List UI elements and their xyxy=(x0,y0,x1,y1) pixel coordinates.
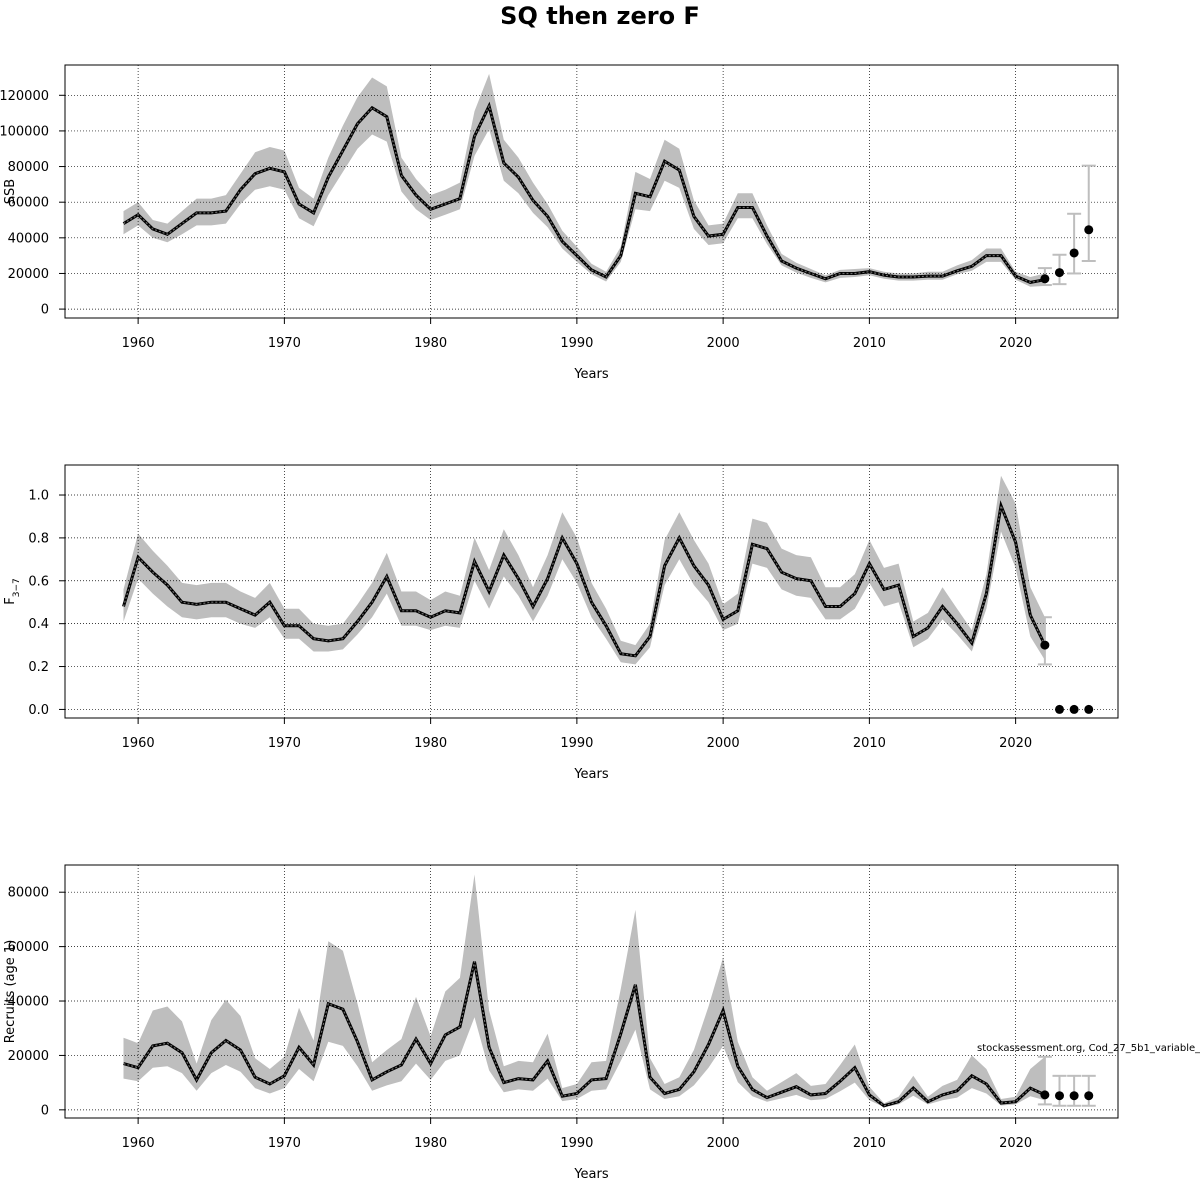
x-tick-label: 1980 xyxy=(414,736,447,751)
x-tick-label: 1970 xyxy=(268,336,301,351)
x-tick-label: 1990 xyxy=(560,336,593,351)
y-tick-label: 80000 xyxy=(8,160,49,175)
y-tick-label: 0.6 xyxy=(28,574,49,589)
chart-panel-ssb: 1960 1970 1980 1990 2000 2010 2020 0 20000 40000 6… xyxy=(0,64,1119,382)
y-tick-label: 40000 xyxy=(8,995,49,1010)
y-axis-title: F3−7 xyxy=(3,578,22,604)
y-tick-label: 60000 xyxy=(8,940,49,955)
y-tick-label: 20000 xyxy=(8,267,49,282)
x-axis-title: Years xyxy=(573,1167,609,1182)
x-tick-label: 1970 xyxy=(268,736,301,751)
projection-point xyxy=(1055,704,1064,714)
projection-point xyxy=(1084,704,1094,714)
x-axis-title: Years xyxy=(573,367,609,382)
x-tick-label: 2000 xyxy=(707,336,740,351)
x-tick-label: 1960 xyxy=(122,1136,155,1151)
y-axis-title: Recruits (age 1) xyxy=(3,940,18,1044)
y-axis-title: SSB xyxy=(3,179,18,204)
plot-frame xyxy=(64,864,1119,1119)
confidence-band xyxy=(123,73,1045,287)
y-tick-label: 0 xyxy=(41,303,49,318)
y-tick-label: 100000 xyxy=(0,124,49,139)
y-tick-label: 120000 xyxy=(0,89,49,104)
x-tick-label: 2000 xyxy=(707,736,740,751)
y-tick-label: 0 xyxy=(41,1103,49,1118)
y-tick-label: 20000 xyxy=(8,1049,49,1064)
x-tick-label: 1970 xyxy=(268,1136,301,1151)
confidence-band xyxy=(123,874,1045,1108)
x-tick-label: 1980 xyxy=(414,336,447,351)
x-tick-label: 2000 xyxy=(707,1136,740,1151)
x-tick-label: 1960 xyxy=(122,736,155,751)
estimate-line xyxy=(122,500,1047,658)
projection-point xyxy=(1084,225,1094,235)
x-tick-label: 2020 xyxy=(999,336,1032,351)
y-tick-label: 0.2 xyxy=(28,660,49,675)
chart-panel-recruits: 1960 1970 1980 1990 2000 2010 2020 0 20000 40000 6… xyxy=(3,864,1119,1182)
plot-frame xyxy=(64,464,1119,719)
x-tick-label: 2010 xyxy=(853,336,886,351)
x-tick-label: 1990 xyxy=(560,736,593,751)
projection-point xyxy=(1040,640,1050,650)
projection-point xyxy=(1055,1091,1064,1101)
y-tick-label: 60000 xyxy=(8,196,49,211)
projection-point xyxy=(1069,248,1079,258)
y-tick-label: 0.0 xyxy=(28,703,49,718)
projection-point xyxy=(1055,268,1064,278)
chart-panel-fbar: 1960 1970 1980 1990 2000 2010 2020 0.0 0.2 0.4 0.6… xyxy=(3,464,1119,782)
projection-point xyxy=(1040,1090,1050,1100)
confidence-band xyxy=(123,475,1045,665)
plot-frame xyxy=(64,64,1119,319)
x-tick-label: 2020 xyxy=(999,736,1032,751)
y-axis-title-subscript: 3−7 xyxy=(12,578,22,597)
x-tick-label: 2010 xyxy=(853,736,886,751)
y-tick-label: 0.8 xyxy=(28,531,49,546)
x-tick-label: 2020 xyxy=(999,1136,1032,1151)
x-tick-label: 1990 xyxy=(560,1136,593,1151)
projection-point xyxy=(1069,704,1079,714)
y-tick-label: 1.0 xyxy=(28,489,49,504)
projection-point xyxy=(1040,274,1050,284)
x-tick-label: 1960 xyxy=(122,336,155,351)
x-tick-label: 2010 xyxy=(853,1136,886,1151)
projection-point xyxy=(1069,1091,1079,1101)
y-tick-label: 0.4 xyxy=(28,617,49,632)
y-tick-label: 40000 xyxy=(8,231,49,246)
watermark-text: stockassessment.org, Cod_27_5b1_variable… xyxy=(977,1043,1200,1054)
y-tick-label: 80000 xyxy=(8,886,49,901)
figure-title: SQ then zero F xyxy=(500,2,700,30)
x-tick-label: 1980 xyxy=(414,1136,447,1151)
projection-point xyxy=(1084,1091,1094,1101)
estimate-line xyxy=(123,961,1046,1108)
x-axis-title: Years xyxy=(573,767,609,782)
estimate-line-dots xyxy=(123,104,1046,284)
